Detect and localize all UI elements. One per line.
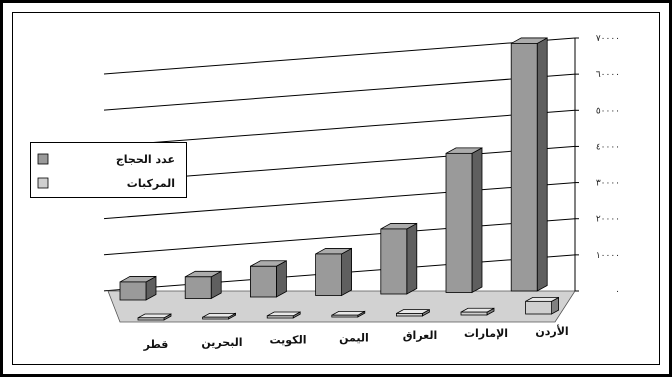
category-label: قطر bbox=[143, 338, 169, 351]
category-label: اليمن bbox=[339, 331, 369, 344]
bar-series2-0-front bbox=[137, 317, 165, 321]
legend-swatch-series-1 bbox=[37, 153, 49, 165]
y-tick-label: ١٠٠٠٠ bbox=[596, 251, 620, 261]
bar-series1-3-front bbox=[315, 253, 343, 296]
legend-swatch-series-2 bbox=[37, 177, 49, 189]
gridline bbox=[103, 182, 576, 220]
gridline bbox=[103, 37, 576, 75]
bar-series2-3 bbox=[331, 310, 366, 318]
bar-series1-4-front bbox=[380, 228, 408, 295]
bar-series1-6 bbox=[510, 37, 548, 292]
bar-series1-6-front bbox=[510, 43, 538, 292]
bar-series2-0 bbox=[137, 313, 172, 321]
y-tick-label: ٣٠٠٠٠ bbox=[596, 179, 620, 189]
bar-series2-2 bbox=[266, 311, 301, 319]
legend-box bbox=[30, 142, 187, 198]
bar-series1-1-front bbox=[184, 276, 212, 299]
bar-series2-5 bbox=[460, 307, 495, 316]
y-tick-label: ٢٠٠٠٠ bbox=[596, 215, 620, 225]
y-tick-label: ٧٠٠٠٠ bbox=[596, 34, 620, 44]
bar-series2-4 bbox=[395, 308, 430, 317]
bar-series2-1 bbox=[202, 312, 237, 320]
bar-series2-4-front bbox=[395, 313, 423, 317]
bar-series1-2-side bbox=[275, 260, 287, 298]
bar-series2-2-front bbox=[266, 315, 294, 319]
bar-series2-6-front bbox=[525, 300, 552, 315]
bar-series1-4-side bbox=[406, 222, 418, 295]
y-axis bbox=[574, 37, 579, 292]
category-label: الكويت bbox=[270, 334, 307, 347]
category-label: الإمارات bbox=[464, 327, 508, 340]
bar-series2-1-front bbox=[202, 316, 230, 320]
bar-series1-2-front bbox=[249, 265, 277, 298]
legend-label-series-2: المركبات bbox=[127, 177, 175, 190]
gridline bbox=[103, 218, 576, 256]
bar-series1-5-side bbox=[471, 147, 483, 294]
category-label: الأردن bbox=[535, 324, 568, 338]
bars bbox=[119, 37, 559, 321]
category-label: العراق bbox=[403, 329, 438, 342]
bar-series1-5-front bbox=[445, 152, 473, 293]
legend: عدد الحجاج المركبات bbox=[30, 142, 187, 198]
bar-series1-2 bbox=[249, 260, 287, 298]
bar-series1-6-side bbox=[536, 37, 548, 292]
category-label: البحرين bbox=[201, 336, 242, 349]
bar-series1-0-front bbox=[119, 281, 147, 301]
y-tick-labels: ٧٠٠٠٠ ٦٠٠٠٠ ٥٠٠٠٠ ٤٠٠٠٠ ٣٠٠٠٠ ٢٠٠٠٠ ١٠٠٠٠ ٠ bbox=[596, 34, 620, 297]
bar-series1-0 bbox=[119, 275, 157, 301]
y-tick-label: ٦٠٠٠٠ bbox=[596, 70, 620, 80]
inner-border bbox=[12, 12, 660, 365]
bar-series1-3 bbox=[315, 247, 353, 297]
category-labels: قطر البحرين الكويت اليمن العراق الإمارات الأرد… bbox=[143, 324, 569, 351]
bar-series1-5 bbox=[445, 147, 483, 294]
y-tick-label: ٠ bbox=[615, 287, 620, 297]
bar-series2-5-front bbox=[460, 311, 488, 316]
bar-series1-1 bbox=[184, 270, 222, 300]
bar-series1-4 bbox=[380, 222, 418, 295]
y-tick-label: ٥٠٠٠٠ bbox=[596, 106, 620, 116]
y-tick-label: ٤٠٠٠٠ bbox=[596, 142, 620, 152]
bar-series1-3-side bbox=[341, 247, 353, 297]
bar-series2-3-front bbox=[331, 314, 359, 318]
legend-label-series-1: عدد الحجاج bbox=[116, 153, 175, 167]
gridline bbox=[103, 73, 576, 111]
gridline bbox=[103, 109, 576, 147]
bar-series2-6 bbox=[525, 296, 559, 315]
